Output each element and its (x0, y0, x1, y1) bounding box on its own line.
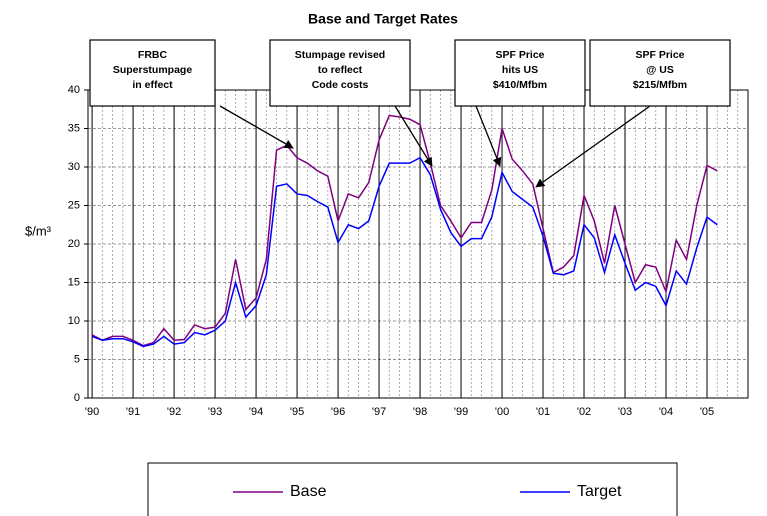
annotation-box (454, 39, 586, 107)
annotation-text: Superstumpage (113, 64, 193, 76)
x-tick-label: '96 (331, 406, 345, 418)
annotation-arrow (535, 105, 651, 188)
y-tick-label: 40 (68, 84, 80, 96)
line-series (91, 114, 718, 347)
x-tick-label: '93 (208, 406, 222, 418)
x-tick-label: '05 (700, 406, 714, 418)
annotation-text: Stumpage revised (295, 49, 385, 61)
y-tick-label: 10 (68, 315, 80, 327)
annotation-text: SPF Price (495, 49, 544, 61)
x-tick-label: '97 (372, 406, 386, 418)
annotation-box (269, 39, 411, 107)
x-tick-label: '03 (618, 406, 632, 418)
annotation-text: $410/Mfbm (493, 79, 547, 91)
x-tick-label: '90 (85, 406, 99, 418)
annotation-text: @ US (646, 64, 674, 76)
y-tick-label: 0 (74, 392, 80, 404)
legend-label: Target (577, 483, 622, 500)
y-tick-label: 15 (68, 276, 80, 288)
y-tick-label: 30 (68, 161, 80, 173)
legend-box (147, 462, 678, 516)
legend-label: Base (290, 483, 327, 500)
x-tick-label: '01 (536, 406, 550, 418)
annotation-text: $215/Mfbm (633, 79, 687, 91)
annotation-text: SPF Price (635, 49, 684, 61)
annotation-arrow (394, 105, 433, 167)
x-tick-label: '02 (577, 406, 591, 418)
y-axis-label: $/m³ (25, 223, 52, 238)
x-tick-label: '04 (659, 406, 673, 418)
annotation-arrow (219, 105, 294, 149)
annotation-text: hits US (502, 64, 538, 76)
annotation-text: in effect (132, 79, 173, 91)
annotation-text: FRBC (138, 49, 168, 61)
annotation-arrow (475, 105, 502, 167)
x-tick-label: '92 (167, 406, 181, 418)
chart-title: Base and Target Rates (308, 11, 458, 27)
y-tick-label: 25 (68, 199, 80, 211)
y-tick-label: 20 (68, 238, 80, 250)
x-tick-label: '94 (249, 406, 263, 418)
x-tick-label: '95 (290, 406, 304, 418)
annotation-text: to reflect (318, 64, 363, 76)
x-tick-label: '99 (454, 406, 468, 418)
x-tick-label: '98 (413, 406, 427, 418)
line-series (91, 156, 718, 348)
plot-border (87, 89, 749, 399)
y-tick-label: 35 (68, 122, 80, 134)
annotation-text: Code costs (312, 79, 369, 91)
x-tick-label: '00 (495, 406, 509, 418)
annotation-box (589, 39, 731, 107)
annotation-box (89, 39, 216, 107)
x-tick-label: '91 (126, 406, 140, 418)
y-tick-label: 5 (74, 353, 80, 365)
